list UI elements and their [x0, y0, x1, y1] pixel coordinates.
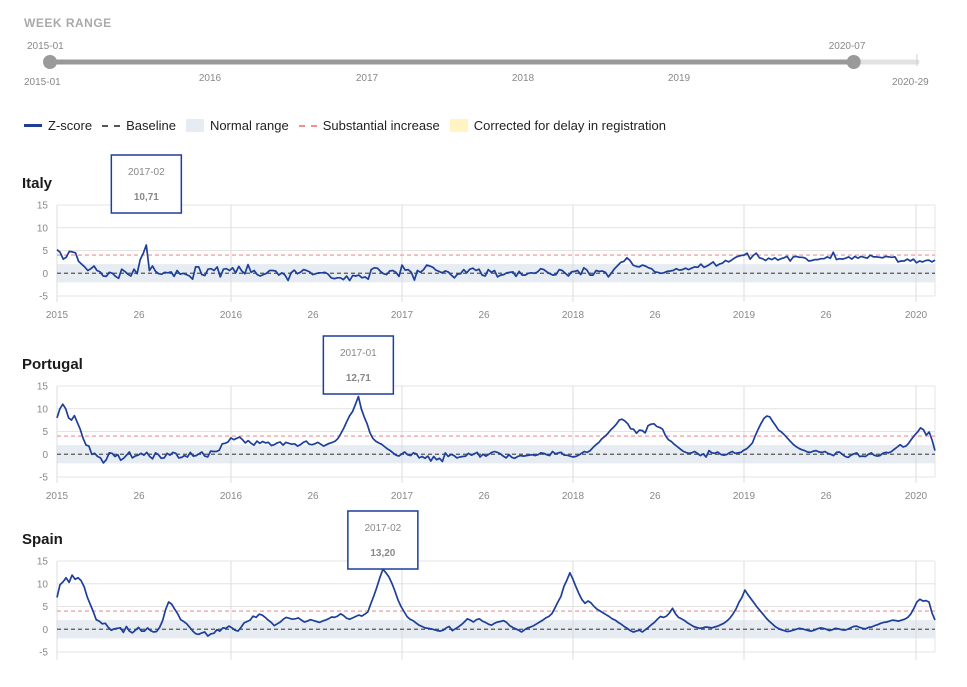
chart-title-portugal: Portugal — [22, 356, 83, 373]
slider-end-handle[interactable] — [846, 55, 861, 69]
week-range-title: WEEK RANGE — [24, 16, 112, 30]
legend-corrected-label: Corrected for delay in registration — [473, 118, 666, 133]
tooltip-week: 2017-01 — [340, 348, 377, 359]
chart-title-spain: Spain — [22, 531, 63, 548]
tooltip-box — [110, 154, 183, 214]
x-tick-label: 2020 — [905, 491, 928, 502]
y-tick-label: 15 — [37, 557, 49, 568]
chart-panel-italy — [56, 154, 936, 302]
x-tick-label: 2016 — [220, 491, 243, 502]
tooltip-value: 13,20 — [370, 548, 395, 559]
x-tick-label: 26 — [820, 491, 832, 502]
tooltip-week: 2017-02 — [128, 167, 165, 178]
y-tick-label: 10 — [37, 579, 49, 590]
normal-range-swatch — [185, 119, 204, 132]
x-tick-label: 26 — [478, 491, 490, 502]
chart-panel-spain — [56, 510, 936, 660]
zscore-line — [56, 395, 936, 464]
zscore-line — [56, 244, 936, 282]
chart-panel-portugal — [56, 335, 936, 483]
zscore-line-swatch — [24, 124, 42, 127]
tooltip-week: 2017-02 — [365, 523, 402, 534]
x-tick-label: 26 — [133, 310, 145, 321]
legend-baseline[interactable]: Baseline — [102, 118, 176, 133]
x-tick-label: 2017 — [391, 310, 414, 321]
slider-start-handle[interactable] — [43, 55, 57, 69]
corrected-swatch — [449, 119, 468, 132]
x-tick-label: 2018 — [562, 491, 585, 502]
x-tick-label: 2020 — [905, 310, 928, 321]
slider-year-label: 2016 — [199, 73, 222, 84]
slider-year-label: 2017 — [356, 73, 379, 84]
x-tick-label: 2015 — [46, 491, 69, 502]
slider-max-label: 2020-29 — [892, 77, 929, 88]
substantial-increase-swatch — [298, 124, 317, 127]
y-tick-label: 0 — [42, 625, 48, 636]
tooltip-value: 10,71 — [134, 192, 159, 203]
slider-end-value: 2020-07 — [829, 41, 866, 52]
x-tick-label: 26 — [133, 491, 145, 502]
chart-title-italy: Italy — [22, 175, 53, 192]
x-tick-label: 2018 — [562, 310, 585, 321]
y-tick-label: 15 — [37, 382, 49, 393]
legend: Z-score Baseline Normal range Substantia… — [24, 118, 676, 133]
x-tick-label: 26 — [649, 491, 661, 502]
x-tick-label: 26 — [820, 310, 832, 321]
zscore-line — [56, 568, 936, 637]
tooltip-box — [322, 335, 395, 395]
x-tick-label: 26 — [307, 491, 319, 502]
legend-substantial-increase-label: Substantial increase — [322, 118, 440, 133]
y-tick-label: 10 — [37, 223, 49, 234]
legend-zscore-label: Z-score — [48, 118, 93, 133]
y-tick-label: -5 — [39, 648, 48, 659]
legend-zscore[interactable]: Z-score — [24, 118, 92, 133]
y-tick-label: -5 — [39, 473, 48, 484]
x-tick-label: 2019 — [733, 491, 756, 502]
x-tick-label: 2017 — [391, 491, 414, 502]
x-tick-label: 26 — [649, 310, 661, 321]
tooltip-value: 12,71 — [346, 373, 371, 384]
slider-year-label: 2018 — [512, 73, 535, 84]
legend-corrected[interactable]: Corrected for delay in registration — [449, 118, 666, 133]
x-tick-label: 26 — [307, 310, 319, 321]
legend-baseline-label: Baseline — [126, 118, 176, 133]
baseline-dash-swatch — [102, 124, 121, 127]
slider-min-label: 2015-01 — [24, 77, 61, 88]
y-tick-label: 5 — [42, 427, 48, 438]
x-tick-label: 2015 — [46, 310, 69, 321]
y-tick-label: 15 — [37, 201, 49, 212]
y-tick-label: 0 — [42, 450, 48, 461]
slider-start-value: 2015-01 — [27, 41, 64, 52]
y-tick-label: 10 — [37, 404, 49, 415]
slider-year-label: 2019 — [668, 73, 691, 84]
y-tick-label: 5 — [42, 246, 48, 257]
x-tick-label: 26 — [478, 310, 490, 321]
tooltip-box — [347, 510, 419, 570]
legend-substantial-increase[interactable]: Substantial increase — [298, 118, 440, 133]
legend-normal-range-label: Normal range — [209, 118, 289, 133]
y-tick-label: -5 — [39, 292, 48, 303]
y-tick-label: 0 — [42, 269, 48, 280]
x-tick-label: 2019 — [733, 310, 756, 321]
x-tick-label: 2016 — [220, 310, 243, 321]
y-tick-label: 5 — [42, 602, 48, 613]
legend-normal-range[interactable]: Normal range — [185, 118, 289, 133]
